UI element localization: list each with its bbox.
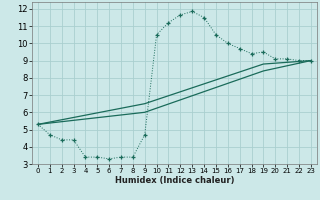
X-axis label: Humidex (Indice chaleur): Humidex (Indice chaleur) [115,176,234,185]
